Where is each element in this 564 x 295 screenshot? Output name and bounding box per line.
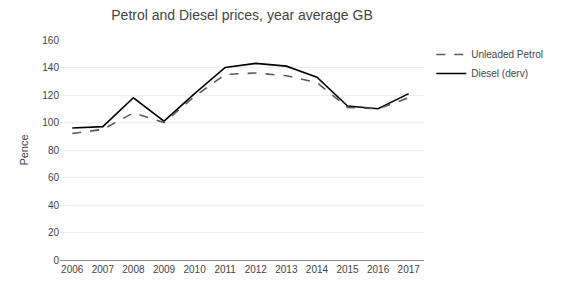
svg-text:2013: 2013 [275, 264, 298, 275]
svg-text:Unleaded Petrol: Unleaded Petrol [471, 49, 543, 60]
svg-text:120: 120 [42, 90, 59, 101]
svg-text:Diesel (derv): Diesel (derv) [471, 68, 528, 79]
svg-text:Pence: Pence [18, 134, 30, 165]
svg-text:160: 160 [42, 35, 59, 46]
svg-text:2010: 2010 [183, 264, 206, 275]
svg-text:2006: 2006 [61, 264, 84, 275]
svg-text:100: 100 [42, 117, 59, 128]
svg-text:2009: 2009 [153, 264, 176, 275]
svg-text:2011: 2011 [214, 264, 236, 275]
svg-text:2008: 2008 [122, 264, 145, 275]
svg-text:Petrol and Diesel prices, year: Petrol and Diesel prices, year average G… [111, 7, 372, 23]
svg-text:140: 140 [42, 62, 59, 73]
svg-text:40: 40 [48, 200, 60, 211]
svg-text:20: 20 [48, 227, 60, 238]
svg-text:2014: 2014 [306, 264, 329, 275]
svg-text:80: 80 [48, 145, 60, 156]
svg-text:2015: 2015 [336, 264, 359, 275]
svg-text:2012: 2012 [245, 264, 268, 275]
svg-text:60: 60 [48, 172, 60, 183]
svg-text:0: 0 [53, 255, 59, 266]
svg-text:2007: 2007 [92, 264, 115, 275]
svg-text:2017: 2017 [398, 264, 421, 275]
svg-text:2016: 2016 [367, 264, 390, 275]
